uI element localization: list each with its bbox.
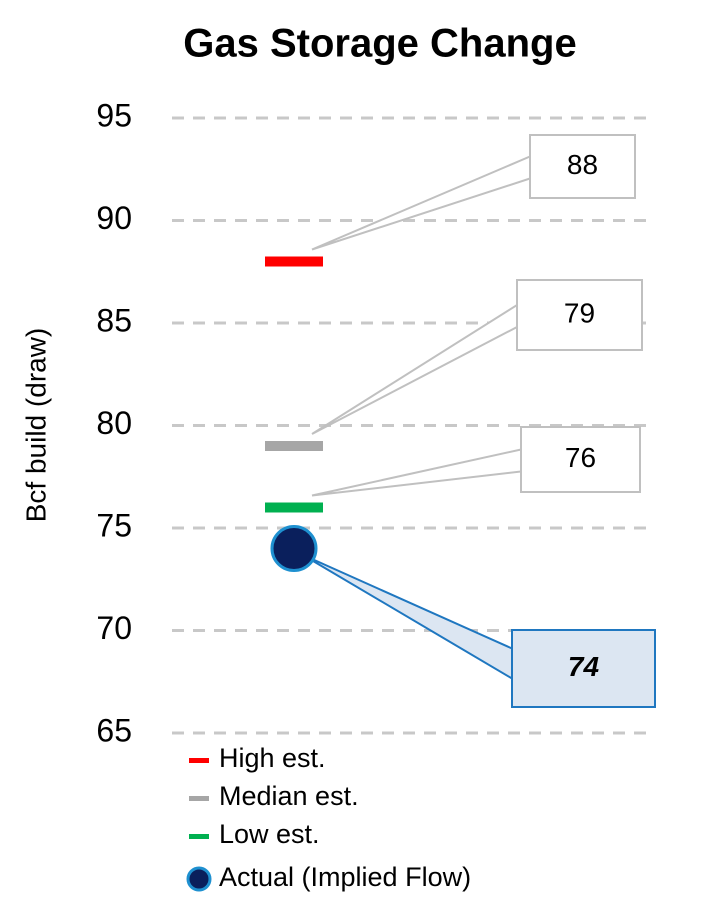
estimate-marker <box>265 441 323 451</box>
callout-box <box>520 426 641 493</box>
data-label: 76 <box>565 442 596 473</box>
data-label: 79 <box>564 297 595 328</box>
legend-label: Actual (Implied Flow) <box>219 862 471 892</box>
callout-box <box>529 134 636 199</box>
y-tick-label: 75 <box>96 507 132 543</box>
callout-leader <box>301 553 513 681</box>
actual-marker <box>270 525 318 572</box>
legend-marker <box>189 758 209 763</box>
callout-box <box>511 629 656 708</box>
estimate-marker <box>265 256 323 267</box>
y-tick-label: 85 <box>96 302 132 338</box>
chart-title: Gas Storage Change <box>183 22 576 66</box>
callout-leader <box>311 448 522 497</box>
estimate-marker <box>265 502 323 513</box>
data-label: 74 <box>568 651 600 682</box>
callout-leader <box>311 154 531 251</box>
legend-label: Median est. <box>219 781 359 811</box>
legend-marker <box>189 834 209 839</box>
legend-marker <box>186 866 212 892</box>
y-tick-label: 70 <box>96 610 132 646</box>
y-axis-label: Bcf build (draw) <box>20 328 51 523</box>
y-tick-label: 65 <box>96 712 132 748</box>
y-tick-label: 90 <box>96 200 132 236</box>
y-tick-label: 95 <box>96 97 132 133</box>
data-label: 88 <box>567 149 598 180</box>
legend-label: Low est. <box>219 819 320 849</box>
callout-box <box>516 279 643 351</box>
y-tick-label: 80 <box>96 405 132 441</box>
legend-marker <box>189 796 209 801</box>
legend-label: High est. <box>219 743 326 773</box>
